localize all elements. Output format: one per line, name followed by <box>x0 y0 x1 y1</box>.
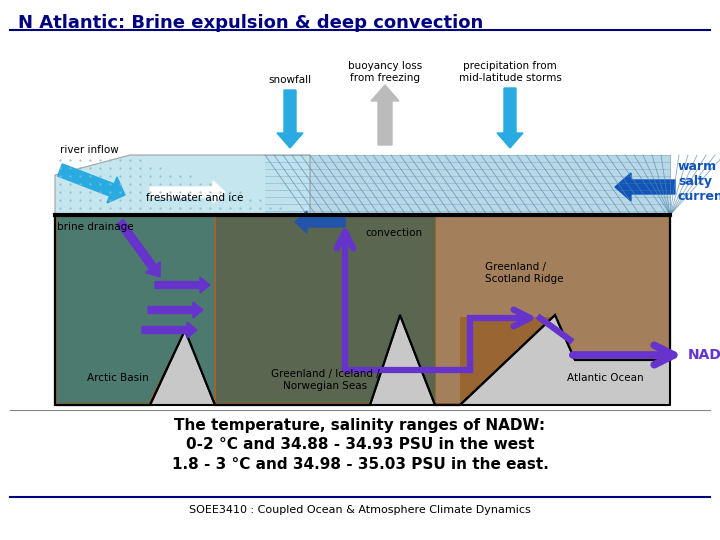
Text: The temperature, salinity ranges of NADW:: The temperature, salinity ranges of NADW… <box>174 418 546 433</box>
Text: Atlantic Ocean: Atlantic Ocean <box>567 373 643 383</box>
Text: snowfall: snowfall <box>269 75 312 85</box>
Polygon shape <box>55 215 670 405</box>
Text: SOEE3410 : Coupled Ocean & Atmosphere Climate Dynamics: SOEE3410 : Coupled Ocean & Atmosphere Cl… <box>189 505 531 515</box>
Text: freshwater and ice: freshwater and ice <box>146 193 243 203</box>
FancyArrow shape <box>117 220 161 277</box>
Text: buoyancy loss
from freezing: buoyancy loss from freezing <box>348 62 422 83</box>
Text: Arctic Basin: Arctic Basin <box>87 373 149 383</box>
Text: NADW: NADW <box>688 348 720 362</box>
Polygon shape <box>57 214 214 403</box>
FancyArrow shape <box>295 211 345 233</box>
FancyArrow shape <box>615 173 675 201</box>
Text: Greenland / Iceland /
Norwegian Seas: Greenland / Iceland / Norwegian Seas <box>271 369 379 391</box>
Text: 1.8 - 3 °C and 34.98 - 35.03 PSU in the east.: 1.8 - 3 °C and 34.98 - 35.03 PSU in the … <box>171 457 549 472</box>
FancyArrow shape <box>142 322 197 338</box>
FancyArrow shape <box>497 88 523 148</box>
Text: 0-2 °C and 34.88 - 34.93 PSU in the west: 0-2 °C and 34.88 - 34.93 PSU in the west <box>186 437 534 452</box>
Text: brine drainage: brine drainage <box>57 222 134 232</box>
FancyArrow shape <box>58 164 125 203</box>
FancyArrow shape <box>148 302 203 318</box>
FancyArrow shape <box>150 181 225 203</box>
Text: convection: convection <box>365 228 422 238</box>
Text: river inflow: river inflow <box>60 145 119 155</box>
Text: N Atlantic: Brine expulsion & deep convection: N Atlantic: Brine expulsion & deep conve… <box>18 14 483 32</box>
FancyArrow shape <box>277 90 303 148</box>
Polygon shape <box>55 155 310 215</box>
Text: precipitation from
mid-latitude storms: precipitation from mid-latitude storms <box>459 62 562 83</box>
Polygon shape <box>265 155 670 215</box>
Polygon shape <box>436 214 670 403</box>
Polygon shape <box>55 215 670 405</box>
FancyArrow shape <box>371 85 399 145</box>
Polygon shape <box>57 214 214 403</box>
Text: Greenland /
Scotland Ridge: Greenland / Scotland Ridge <box>485 262 564 284</box>
FancyArrow shape <box>155 277 210 293</box>
Text: warm
salty
current: warm salty current <box>678 160 720 204</box>
Polygon shape <box>216 214 435 403</box>
